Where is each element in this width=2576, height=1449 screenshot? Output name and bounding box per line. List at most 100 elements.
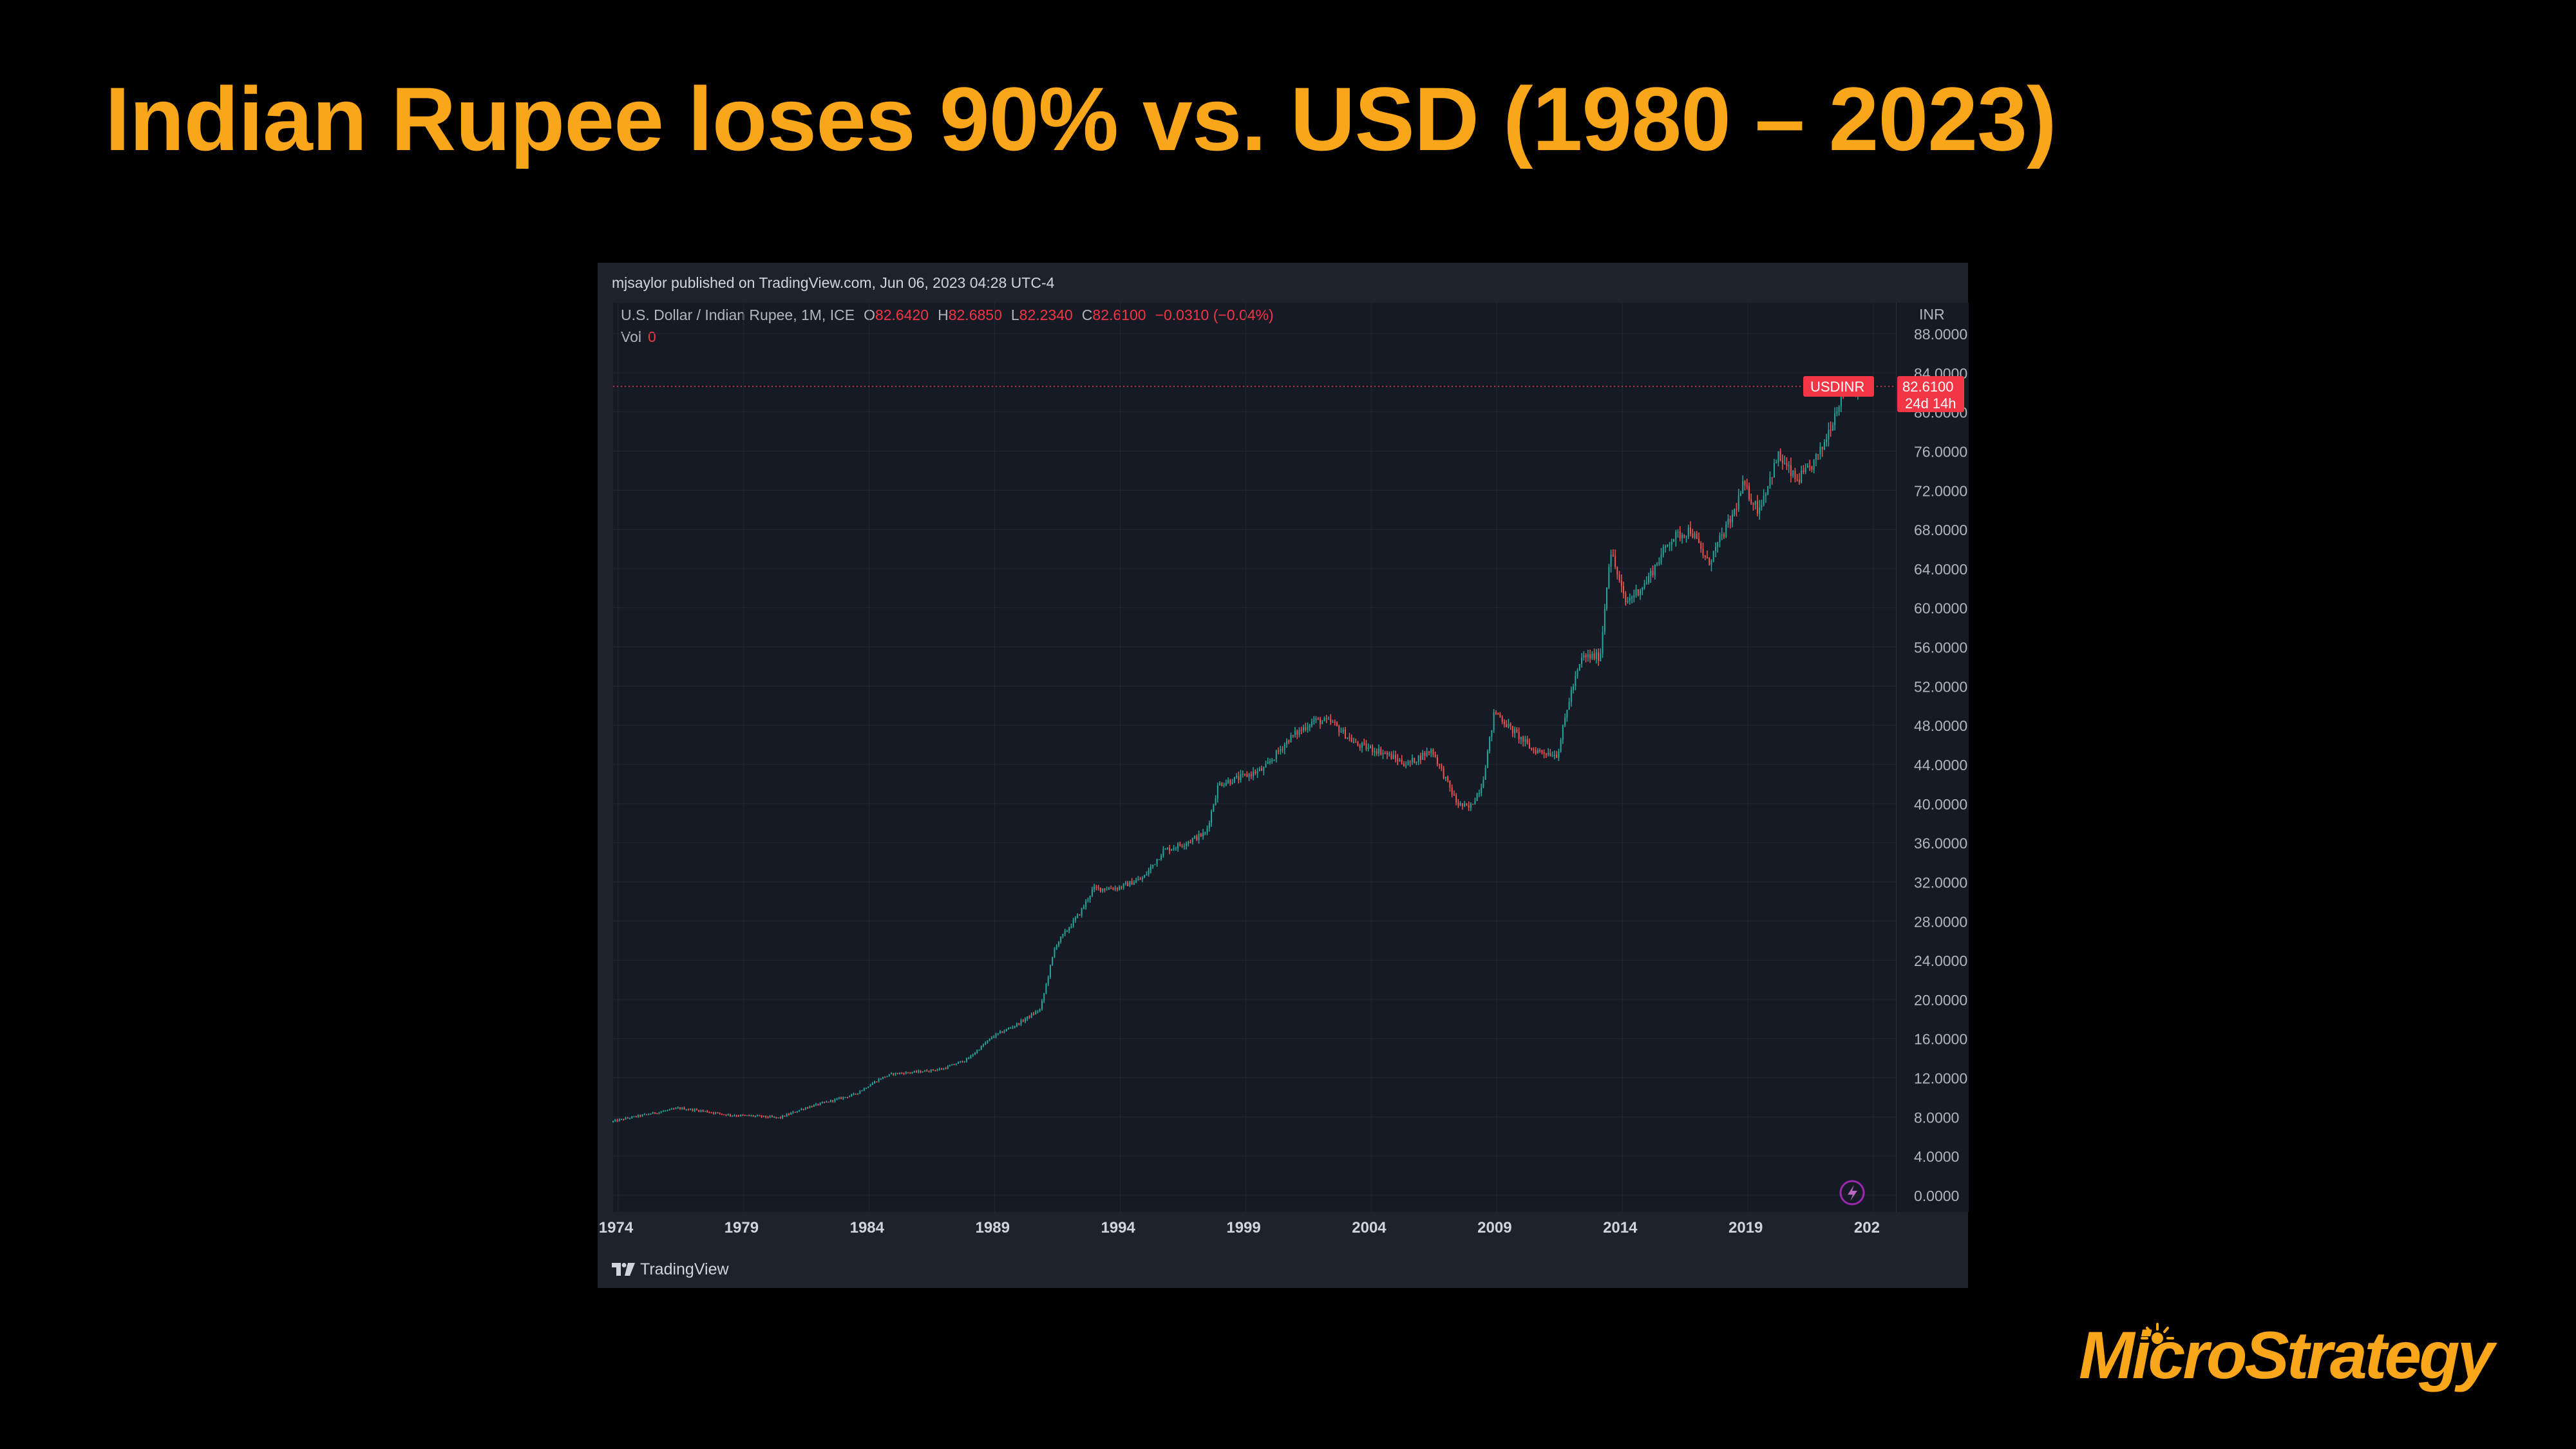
candle-body [1417,755,1419,762]
candle-body [1522,737,1524,742]
candle-body [1035,1011,1037,1014]
candle-body [1493,712,1495,730]
candle-body [1070,926,1072,928]
candle-body [1129,881,1131,886]
candle-body [1453,794,1455,796]
candle-body [1367,748,1369,750]
candle-body [1121,887,1122,888]
candle-body [1593,654,1595,659]
candle-body [757,1115,759,1117]
candle-body [989,1038,990,1041]
candle-body [1748,486,1750,500]
candle-body [1714,547,1716,551]
candle-body [1173,848,1175,849]
price-tick-label: 16.0000 [1914,1031,1967,1048]
candle-body [1204,832,1206,834]
candle-body [1514,729,1516,734]
candle-body [1763,495,1765,506]
price-axis[interactable] [1896,303,1969,1212]
candle-body [1813,459,1815,470]
price-tick-label: 88.0000 [1914,326,1967,343]
candle-body [1014,1025,1016,1027]
candle-body [876,1081,878,1083]
candle-body [869,1084,871,1087]
time-tick-label: 1989 [976,1219,1010,1236]
candle-body [1784,462,1786,464]
candle-body [1338,726,1340,733]
candle-body [972,1054,974,1056]
candle-body [1127,882,1129,886]
price-tag-countdown: 24d 14h [1905,395,1956,412]
candle-body [1616,567,1618,575]
candle-body [1315,718,1317,721]
candle-body [1047,977,1049,984]
candle-body [616,1119,618,1121]
candle-body [1568,702,1570,710]
candle-body [1729,518,1731,523]
candle-body [1097,887,1099,889]
candle-body [1643,583,1645,588]
candle-body [1815,454,1817,460]
candle-body [1003,1031,1005,1033]
candle-body [926,1070,928,1072]
candle-body [1032,1014,1034,1015]
candle-body [779,1117,781,1119]
candle-body [784,1115,786,1117]
candle-body [1809,466,1811,467]
candle-body [1290,735,1292,743]
candle-body [1692,533,1694,538]
price-tick-label: 60.0000 [1914,600,1967,617]
tradingview-logo[interactable]: TradingView [612,1260,729,1279]
candle-body [802,1109,804,1110]
candle-body [1583,655,1585,658]
candle-body [909,1072,911,1074]
candle-body [1830,430,1832,431]
candle-body [1039,1009,1041,1012]
candle-body [1189,842,1191,843]
candle-body [1508,723,1510,728]
candle-body [1409,761,1411,762]
candle-body [1357,742,1359,746]
candle-body [1606,587,1608,609]
candle-body [1321,721,1323,724]
candle-body [752,1115,754,1117]
candle-body [993,1036,995,1038]
candle-body [740,1115,742,1116]
plot-area[interactable] [613,303,1896,1212]
candle-body [1731,515,1733,523]
candle-body [1211,811,1213,823]
candle-body [1150,867,1151,871]
candle-body [853,1094,855,1095]
price-tick-label: 52.0000 [1914,678,1967,695]
candle-body [832,1100,834,1102]
candle-body [737,1115,739,1117]
low-label: L [1010,307,1019,323]
candle-body [1350,737,1352,743]
candle-body [947,1066,949,1069]
candle-body [828,1101,829,1103]
candle-body [1380,748,1382,755]
candle-body [1623,586,1625,594]
time-tick-label: 2009 [1477,1219,1511,1236]
candle-body [1826,439,1828,442]
candle-body [1723,534,1725,537]
candle-body [1602,631,1604,654]
candle-body [1736,509,1738,511]
candle-body [1794,471,1796,480]
published-line: mjsaylor published on TradingView.com, J… [612,274,1055,291]
candle-body [1296,731,1298,735]
symbol-tag: USDINR [1810,379,1864,395]
chart-panel: mjsaylor published on TradingView.com, J… [598,263,1969,1288]
candle-body [1439,764,1441,765]
candle-body [913,1071,915,1073]
price-tick-label: 68.0000 [1914,522,1967,538]
candle-body [1422,753,1424,760]
candle-body [1466,804,1468,806]
candle-body [762,1115,764,1117]
candle-body [951,1064,953,1066]
candle-body [936,1069,938,1071]
candle-body [1240,774,1242,780]
candle-body [1236,775,1238,777]
candle-body [1263,767,1265,771]
candle-body [1750,499,1752,504]
